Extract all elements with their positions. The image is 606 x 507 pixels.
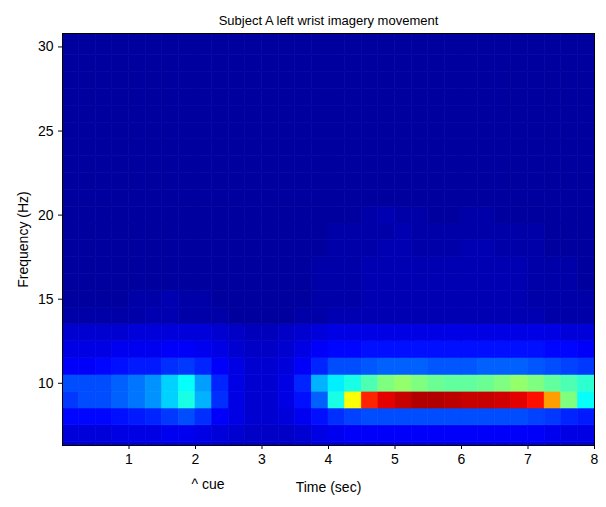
svg-text:4: 4 xyxy=(325,451,333,467)
svg-text:^ cue: ^ cue xyxy=(192,476,225,492)
svg-text:3: 3 xyxy=(258,451,266,467)
svg-text:30: 30 xyxy=(38,38,54,54)
svg-text:6: 6 xyxy=(458,451,466,467)
svg-text:15: 15 xyxy=(38,291,54,307)
svg-text:8: 8 xyxy=(591,451,599,467)
svg-text:25: 25 xyxy=(38,123,54,139)
svg-text:7: 7 xyxy=(524,451,532,467)
svg-text:1: 1 xyxy=(125,451,133,467)
svg-text:20: 20 xyxy=(38,207,54,223)
svg-text:Subject A left wrist imagery m: Subject A left wrist imagery movement xyxy=(219,13,439,28)
svg-text:5: 5 xyxy=(391,451,399,467)
svg-text:Frequency (Hz): Frequency (Hz) xyxy=(15,191,31,287)
svg-text:10: 10 xyxy=(38,375,54,391)
svg-text:Time (sec): Time (sec) xyxy=(296,479,362,495)
svg-text:2: 2 xyxy=(192,451,200,467)
